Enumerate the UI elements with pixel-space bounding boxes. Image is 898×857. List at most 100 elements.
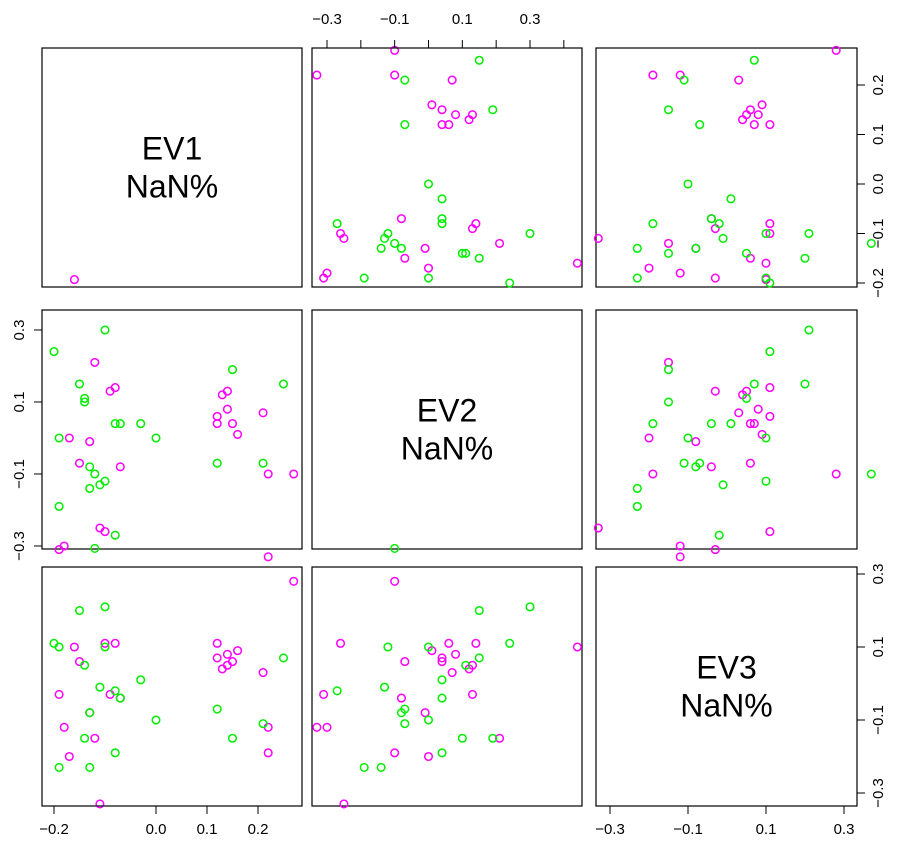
point-s0-15-ev3-ev2: [467, 660, 478, 670]
tick-label-right-ev3: 0.3: [870, 564, 887, 585]
tick-label-top-ev2: −0.3: [312, 11, 342, 28]
point-s0-6-ev3-ev1: [90, 733, 100, 743]
point-s1-17-ev2-ev3: [695, 458, 705, 468]
point-s1-6-ev1-ev3: [691, 243, 701, 253]
tick-label-bottom-ev3: −0.3: [595, 821, 625, 838]
point-s1-4-ev3-ev1: [80, 660, 90, 670]
point-s1-3-ev1-ev2: [474, 253, 484, 263]
point-s0-2-ev1-ev2: [423, 263, 434, 273]
point-s1-11-ev2-ev1: [100, 325, 110, 335]
point-s1-3-ev2-ev3: [800, 379, 810, 389]
point-s1-2-ev1-ev3: [632, 273, 642, 283]
point-s1-11-ev2-ev3: [804, 325, 814, 335]
point-s1-13-ev3-ev1: [110, 748, 120, 758]
point-s1-12-ev2-ev1: [110, 530, 120, 540]
point-s1-9-ev3-ev1: [95, 682, 105, 692]
point-s0-1-ev2-ev1: [59, 541, 69, 551]
panel-ev1-vs-ev1: [41, 47, 303, 288]
point-s0-7-ev3-ev1: [95, 799, 105, 809]
point-s1-5-ev1-ev3: [663, 248, 674, 258]
point-s1-13-ev1-ev3: [648, 219, 658, 229]
point-s0-6-ev3-ev2: [495, 733, 505, 743]
point-s1-17-ev1-ev3: [695, 120, 705, 130]
point-s0-18-ev1-ev3: [757, 100, 767, 110]
point-s0-2-ev2-ev1: [64, 433, 74, 443]
point-s0-21-ev2-ev3: [675, 552, 685, 562]
point-s0-12-ev3-ev2: [444, 638, 454, 648]
point-s1-6-ev2-ev1: [85, 462, 95, 472]
point-s1-7-ev1-ev3: [632, 243, 642, 253]
point-s1-4-ev1-ev2: [461, 248, 471, 258]
point-s1-1-ev1-ev3: [761, 273, 771, 283]
points-layer: [49, 45, 876, 809]
point-s0-19-ev3-ev2: [447, 668, 457, 678]
point-s0-3-ev3-ev2: [572, 642, 582, 652]
point-s0-20-ev2-ev1: [263, 469, 273, 479]
point-s1-14-ev3-ev2: [437, 693, 447, 703]
point-s0-12-ev1-ev2: [444, 120, 454, 130]
point-s0-8-ev3-ev2: [335, 638, 346, 648]
point-s1-15-ev1-ev2: [437, 194, 447, 204]
point-s0-0-ev3-ev2: [319, 689, 329, 700]
point-s1-19-ev1-ev2: [400, 75, 410, 85]
diagonal-sublabel-ev3: NaN%: [680, 688, 772, 724]
point-s0-10-ev3-ev1: [110, 638, 120, 648]
point-s1-5-ev1-ev2: [457, 248, 467, 258]
point-s1-16-ev3-ev1: [151, 715, 161, 725]
point-s0-19-ev2-ev1: [258, 408, 268, 418]
axes-layer: −0.2 0.0 0.1 0.2 −0.3 −0.1 0.1 0.3 −0.3 −0.1 0.1 0.…: [11, 11, 887, 838]
point-s1-10-ev3-ev2: [383, 642, 393, 652]
tick-label-right-ev1: 0.2: [870, 75, 887, 96]
point-s1-8-ev3-ev2: [390, 543, 400, 554]
panel-ev1-vs-ev2: [311, 47, 583, 288]
point-s0-8-ev2-ev3: [765, 527, 775, 537]
point-s1-13-ev3-ev2: [437, 748, 447, 758]
point-s0-20-ev2-ev3: [648, 469, 658, 479]
point-s1-18-ev1-ev3: [663, 105, 674, 115]
point-s0-22-ev2-ev1: [289, 469, 299, 479]
tick-label-left-ev2: 0.1: [11, 392, 28, 413]
point-s1-11-ev3-ev1: [100, 602, 110, 612]
point-s0-4-ev2-ev3: [745, 458, 755, 468]
tick-label-bottom-ev1: 0.2: [248, 821, 269, 838]
point-s1-4-ev1-ev3: [741, 248, 752, 258]
point-s1-5-ev2-ev1: [80, 397, 90, 407]
point-s1-18-ev3-ev1: [227, 733, 238, 743]
point-s1-19-ev3-ev2: [400, 719, 410, 729]
point-s1-20-ev1-ev3: [749, 55, 759, 65]
point-s0-16-ev1-ev2: [451, 110, 461, 120]
point-s1-17-ev3-ev2: [400, 704, 410, 714]
point-s1-2-ev1-ev2: [359, 273, 369, 283]
point-s0-22-ev1-ev3: [831, 45, 841, 55]
tick-label-bottom-ev3: 0.1: [756, 821, 777, 838]
point-s1-17-ev2-ev1: [212, 458, 222, 468]
point-s0-5-ev2-ev1: [85, 437, 95, 447]
point-s1-6-ev3-ev1: [85, 708, 95, 718]
point-s0-8-ev1-ev3: [765, 228, 775, 239]
diagonal-label-ev3: EV3: [696, 650, 756, 686]
point-s1-19-ev2-ev1: [258, 458, 268, 468]
point-s1-11-ev1-ev2: [525, 228, 535, 239]
point-s0-7-ev2-ev3: [593, 523, 603, 533]
tick-label-top-ev2: 0.3: [520, 11, 541, 28]
point-s0-18-ev1-ev2: [427, 100, 437, 110]
point-s1-0-ev3-ev2: [505, 638, 515, 648]
point-s1-7-ev1-ev2: [376, 243, 386, 253]
panel-ev3-vs-ev1: [41, 566, 303, 807]
point-s0-1-ev2-ev3: [675, 541, 685, 551]
point-s1-10-ev1-ev3: [761, 228, 771, 239]
tick-label-right-ev3: −0.1: [870, 705, 887, 735]
point-s1-18-ev2-ev1: [227, 365, 238, 375]
point-s1-10-ev2-ev3: [761, 476, 771, 486]
tick-label-bottom-ev3: −0.1: [673, 821, 703, 838]
point-s0-18-ev2-ev1: [233, 429, 243, 439]
point-s1-15-ev2-ev3: [726, 419, 736, 429]
point-s1-13-ev2-ev3: [648, 419, 658, 429]
point-s0-6-ev1-ev2: [495, 238, 505, 248]
point-s0-3-ev1-ev3: [761, 258, 771, 268]
tick-label-top-ev2: 0.1: [452, 11, 473, 28]
point-s1-16-ev2-ev3: [683, 433, 693, 443]
point-s1-20-ev1-ev2: [474, 55, 484, 65]
point-s0-11-ev3-ev2: [396, 693, 406, 703]
point-s0-9-ev2-ev3: [710, 386, 720, 396]
